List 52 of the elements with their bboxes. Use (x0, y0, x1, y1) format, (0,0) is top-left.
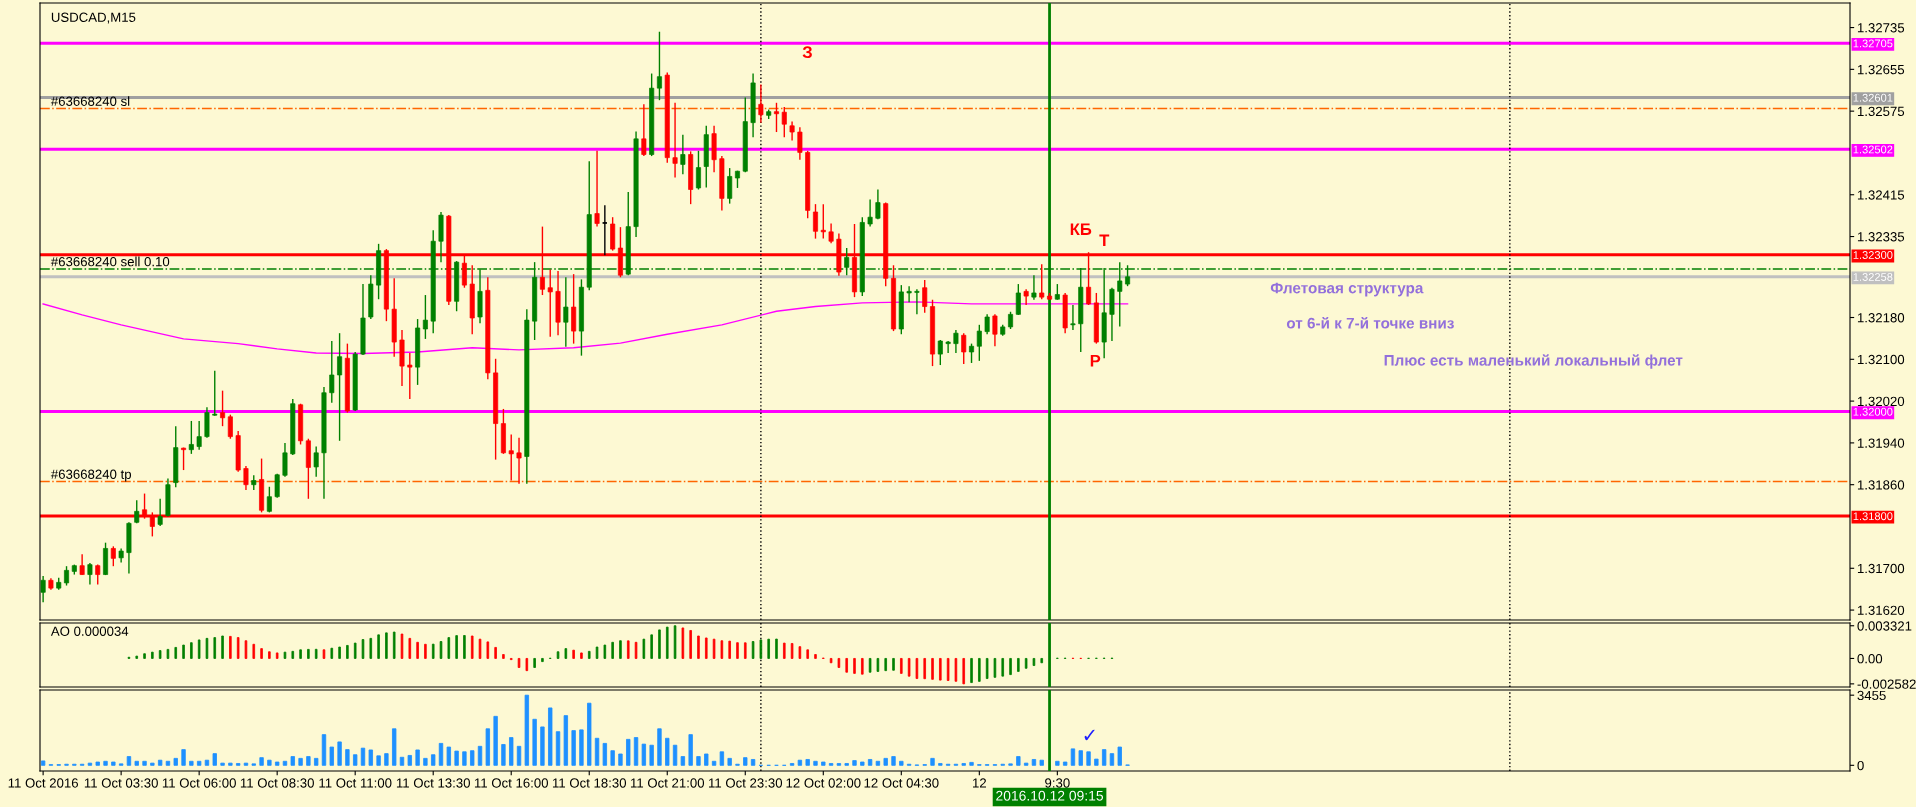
y-tick-label: 1.32180 (1857, 313, 1905, 323)
x-tick-label: 11 Oct 2016 (8, 778, 78, 788)
annotation: от 6-й к 7-й точке вниз (1286, 317, 1454, 329)
y-tick-label: 1.31620 (1857, 605, 1905, 615)
x-tick-label: 11 Oct 21:00 (630, 778, 705, 788)
y-tick-label: 1.32575 (1857, 106, 1905, 117)
ref-line-label: 1.32000 (1853, 407, 1893, 416)
x-tick-label: 11 Oct 23:30 (709, 778, 783, 788)
ref-line-label: #63668240 sl (50, 96, 130, 106)
y-tick-label: 0.00 (1857, 654, 1883, 664)
y-tick-label: 3455 (1857, 690, 1886, 701)
ref-line-label: #63668240 sell 0.10 (50, 256, 170, 267)
annotation: Флетовая структура (1270, 282, 1424, 297)
y-tick-label: 1.31940 (1857, 438, 1905, 448)
y-tick-label: 1.32655 (1857, 64, 1905, 75)
x-tick-label: 11 Oct 13:30 (396, 778, 470, 788)
x-tick-label: 11 Oct 08:30 (240, 778, 314, 788)
x-tick-label: 11 Oct 16:00 (474, 778, 548, 788)
y-tick-label: 0.003321 (1857, 621, 1912, 631)
x-tick-label: 11 Oct 11:00 (319, 778, 392, 788)
x-tick-label: 11 Oct 18:30 (552, 778, 627, 788)
annotation: З (802, 46, 812, 59)
x-tick-label: 12 Oct 04:30 (864, 778, 939, 788)
ref-line-label: #63668240 tp (50, 469, 132, 482)
y-tick-label: 1.32020 (1857, 396, 1905, 407)
chart-title: AO 0.000034 (50, 626, 129, 636)
ref-line-label: 2016.10.12 09:15 (996, 790, 1104, 801)
text: USDCAD,M15 (51, 12, 136, 24)
ref-line-label: 1.32300 (1853, 251, 1893, 259)
ref-line-label: 1.32601 (1853, 93, 1893, 102)
x-tick-label: 12 Oct 02:00 (786, 778, 861, 788)
y-tick-label: 1.32100 (1857, 354, 1905, 365)
x-tick-label: 12 (973, 778, 986, 788)
y-tick-label: 1.31700 (1857, 563, 1905, 574)
ref-line-label: 1.32705 (1853, 39, 1893, 48)
y-tick-label: 1.32735 (1857, 23, 1905, 33)
y-tick-label: 1.31860 (1857, 480, 1905, 490)
y-tick-label: -0.002582 (1857, 679, 1916, 689)
annotation: Р (1090, 354, 1101, 367)
x-tick-label: 11 Oct 03:30 (84, 778, 158, 788)
ref-line-label: 1.32502 (1853, 145, 1893, 154)
y-tick-label: 0 (1857, 760, 1864, 771)
ref-line-label: 1.32258 (1853, 273, 1893, 281)
annotation: Т (1099, 234, 1110, 247)
y-tick-label: 1.32335 (1857, 232, 1905, 242)
y-tick-label: 1.32415 (1857, 190, 1905, 200)
ref-line-label: 1.31800 (1853, 512, 1893, 521)
annotation: ✓ (1084, 729, 1095, 741)
annotation: КБ (1070, 223, 1092, 235)
annotation: Плюс есть маленький локальный флет (1384, 354, 1683, 369)
x-tick-label: 11 Oct 06:00 (162, 778, 236, 788)
x-tick-label: 9:30 (1045, 778, 1070, 788)
